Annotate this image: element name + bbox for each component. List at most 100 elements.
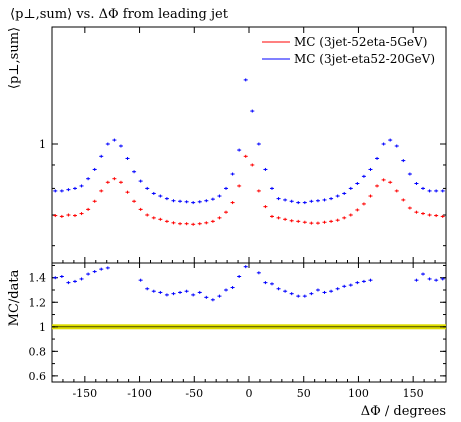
top-marker-point — [421, 212, 426, 216]
ratio-marker-point — [138, 278, 143, 282]
top-marker-point — [440, 214, 445, 218]
top-marker-point — [59, 189, 64, 193]
ratio-marker-point — [59, 274, 64, 278]
top-marker-point — [394, 144, 399, 148]
top-marker-point — [99, 189, 104, 193]
top-marker-point — [79, 184, 84, 188]
top-marker-point — [434, 189, 439, 193]
top-marker-point — [92, 199, 97, 203]
top-marker-point — [302, 201, 307, 205]
ratio-marker-point — [361, 279, 366, 283]
top-marker-point — [283, 198, 288, 202]
top-marker-point — [158, 217, 163, 221]
top-marker-point — [434, 214, 439, 218]
ratio-marker-point — [230, 286, 235, 290]
x-tick-label: -150 — [72, 387, 97, 400]
ratio-marker-point — [151, 289, 156, 293]
top-marker-point — [421, 186, 426, 190]
top-marker-point — [322, 198, 327, 202]
ratio-marker-point — [335, 287, 340, 291]
ratio-marker-point — [283, 289, 288, 293]
top-marker-point — [237, 184, 242, 188]
ratio-marker-point — [204, 295, 209, 299]
top-marker-point — [250, 163, 255, 167]
top-marker-point — [224, 186, 229, 190]
top-marker-point — [79, 212, 84, 216]
top-marker-point — [184, 222, 189, 226]
top-marker-point — [289, 199, 294, 203]
top-marker-point — [191, 222, 196, 226]
x-tick-label: -50 — [185, 387, 203, 400]
ratio-y-tick-label: 1 — [39, 321, 46, 334]
top-marker-point — [355, 182, 360, 186]
top-marker-point — [92, 167, 97, 171]
ratio-marker-point — [322, 290, 327, 294]
ratio-marker-point — [434, 278, 439, 282]
top-marker-point — [375, 184, 380, 188]
top-marker-point — [145, 186, 150, 190]
top-marker-point — [315, 221, 320, 225]
ratio-data-markers — [53, 265, 445, 302]
ratio-marker-point — [263, 281, 268, 285]
top-marker-point — [86, 207, 91, 211]
ratio-marker-point — [309, 292, 314, 296]
top-marker-point — [164, 219, 169, 223]
top-marker-point — [224, 210, 229, 214]
ratio-marker-point — [243, 265, 248, 269]
top-marker-point — [309, 221, 314, 225]
ratio-y-tick-label: 1.2 — [29, 296, 47, 309]
top-marker-point — [269, 214, 274, 218]
top-marker-point — [191, 201, 196, 205]
legend-label-blue: MC (3jet-eta52-20GeV) — [294, 52, 435, 66]
top-marker-point — [309, 199, 314, 203]
ratio-marker-point — [440, 277, 445, 281]
top-marker-point — [158, 194, 163, 198]
top-marker-point — [105, 142, 110, 146]
top-marker-point — [138, 207, 143, 211]
top-marker-point — [302, 220, 307, 224]
top-marker-point — [296, 219, 301, 223]
top-marker-point — [204, 221, 209, 225]
top-marker-point — [72, 186, 77, 190]
ratio-marker-point — [191, 293, 196, 297]
top-marker-point — [178, 222, 183, 226]
top-marker-point — [112, 138, 117, 142]
x-tick-label: 50 — [297, 387, 311, 400]
top-marker-point — [414, 182, 419, 186]
top-marker-point — [368, 194, 373, 198]
ratio-plot-frame — [51, 262, 447, 383]
top-marker-point — [178, 199, 183, 203]
ratio-y-tick-label: 0.6 — [29, 370, 47, 383]
ratio-marker-point — [72, 279, 77, 283]
ratio-marker-point — [164, 293, 169, 297]
ratio-marker-point — [99, 267, 104, 271]
top-marker-point — [164, 197, 169, 201]
top-marker-point — [197, 222, 202, 226]
top-marker-point — [256, 189, 261, 193]
legend: MC (3jet-52eta-5GeV) MC (3jet-eta52-20Ge… — [262, 35, 435, 66]
top-marker-point — [99, 154, 104, 158]
ratio-marker-point — [92, 270, 97, 274]
ratio-marker-point — [315, 288, 320, 292]
top-marker-point — [151, 216, 156, 220]
top-marker-point — [401, 198, 406, 202]
top-marker-point — [66, 213, 71, 217]
x-tick-label: 0 — [246, 387, 253, 400]
ratio-marker-point — [414, 278, 419, 282]
top-marker-point — [269, 186, 274, 190]
top-marker-point — [427, 189, 432, 193]
top-marker-point — [151, 191, 156, 195]
ratio-marker-point — [329, 289, 334, 293]
ratio-marker-point — [256, 271, 261, 275]
top-marker-point — [283, 217, 288, 221]
top-marker-point — [296, 201, 301, 205]
top-marker-point — [348, 213, 353, 217]
ratio-marker-point — [217, 294, 222, 298]
ratio-marker-point — [289, 292, 294, 296]
top-marker-point — [335, 218, 340, 222]
ratio-marker-point — [368, 278, 373, 282]
top-marker-point — [440, 189, 445, 193]
top-marker-point — [210, 219, 215, 223]
top-y-ticks: 1 — [39, 138, 446, 247]
